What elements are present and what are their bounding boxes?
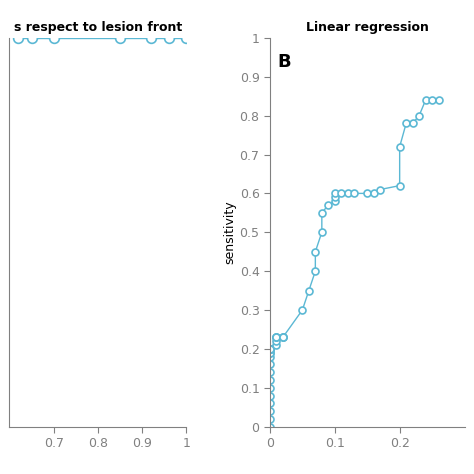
Y-axis label: sensitivity: sensitivity <box>224 201 237 264</box>
Text: B: B <box>278 54 292 72</box>
Title: Linear regression: Linear regression <box>306 21 428 34</box>
Title: s respect to lesion front: s respect to lesion front <box>14 21 182 34</box>
